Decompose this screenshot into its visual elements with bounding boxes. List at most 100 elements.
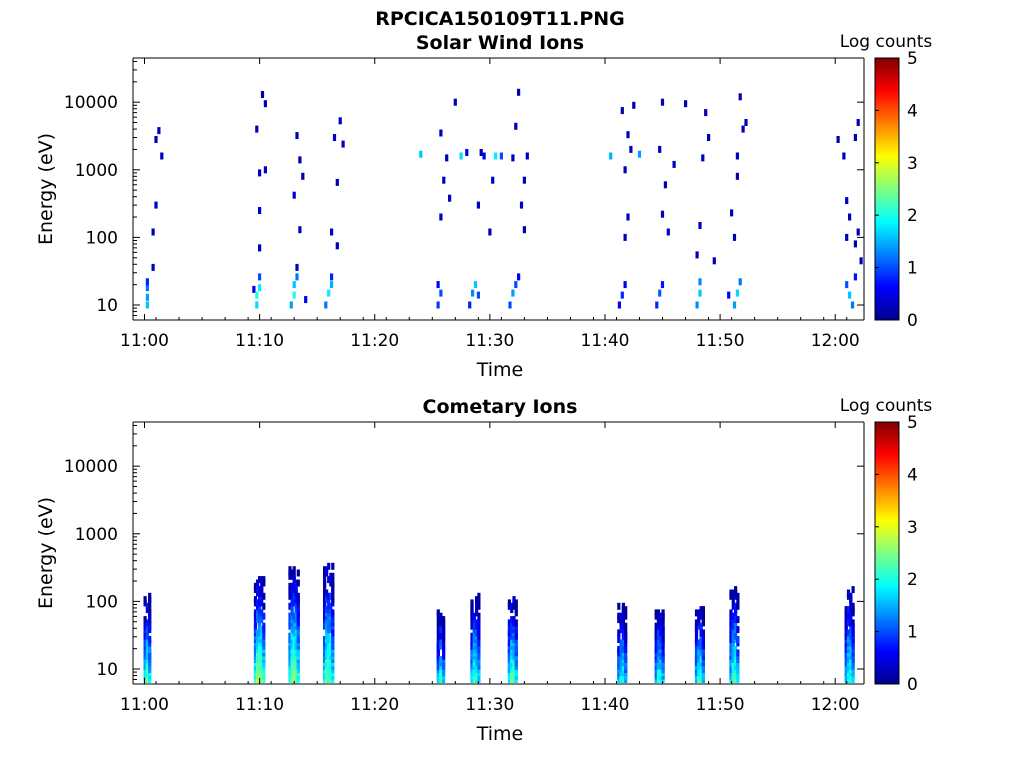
heatmap-cell: [436, 632, 440, 640]
heatmap-cell: [729, 632, 733, 640]
heatmap-cell: [151, 263, 155, 271]
heatmap-cell: [292, 291, 296, 299]
heatmap-cell: [477, 652, 481, 660]
heatmap-cell: [848, 291, 852, 299]
heatmap-cell: [846, 606, 851, 614]
heatmap-cell: [701, 629, 705, 637]
colorbar-label: Log counts: [840, 32, 933, 52]
heatmap-cell: [294, 616, 298, 624]
heatmap-cell: [325, 606, 329, 614]
y-tick-label: 10000: [64, 457, 118, 477]
heatmap-cell: [849, 649, 853, 657]
heatmap-cell: [260, 632, 264, 640]
heatmap-cell: [145, 602, 149, 610]
heatmap-cell: [439, 626, 443, 634]
heatmap-cell: [327, 642, 331, 650]
heatmap-cell: [846, 619, 851, 627]
heatmap-cell: [741, 125, 745, 133]
colorbar-tick-label: 1: [907, 623, 918, 643]
heatmap-cell: [253, 596, 258, 604]
heatmap-cell: [296, 579, 300, 587]
heatmap-cell: [288, 632, 292, 640]
panel-title: Solar Wind Ions: [416, 32, 584, 54]
heatmap-cell: [327, 562, 331, 570]
heatmap-cell: [845, 281, 849, 289]
heatmap-cell: [327, 616, 331, 624]
heatmap-cell: [848, 213, 852, 221]
heatmap-cell: [732, 233, 737, 241]
heatmap-cell: [439, 289, 443, 297]
heatmap-cell: [304, 296, 308, 304]
heatmap-cell: [624, 612, 628, 620]
y-axis-label: Energy (eV): [35, 133, 57, 245]
heatmap-cell: [477, 619, 481, 627]
heatmap-cell: [849, 592, 853, 600]
heatmap-cell: [330, 228, 334, 236]
heatmap-cell: [151, 228, 155, 236]
y-tick-label: 10: [96, 296, 118, 316]
heatmap-cell: [252, 285, 256, 293]
colorbar-tick-label: 3: [907, 154, 918, 174]
heatmap-cell: [729, 646, 733, 653]
heatmap-cell: [332, 134, 337, 141]
heatmap-cell: [341, 140, 345, 148]
heatmap-cell: [256, 599, 260, 607]
heatmap-cell: [849, 606, 853, 614]
heatmap-cell: [736, 592, 740, 600]
x-tick-label: 12:00: [811, 695, 860, 715]
heatmap-cells: [143, 562, 855, 683]
heatmap-cell: [736, 599, 740, 607]
heatmap-cell: [473, 281, 478, 289]
heatmap-cell: [672, 160, 676, 168]
heatmap-cell: [617, 629, 621, 637]
heatmap-cell: [476, 291, 480, 299]
heatmap-cell: [445, 154, 449, 162]
heatmap-cell: [148, 592, 152, 600]
heatmap-cell: [290, 599, 294, 607]
panel-title: Cometary Ions: [423, 396, 578, 418]
heatmap-cell: [510, 616, 514, 624]
heatmap-cell: [475, 596, 479, 604]
heatmap-cell: [623, 233, 627, 241]
heatmap-cell: [327, 576, 331, 584]
heatmap-cell: [258, 646, 262, 653]
heatmap-cell: [694, 619, 699, 627]
heatmap-cell: [844, 606, 848, 614]
heatmap-cell: [842, 152, 846, 160]
heatmap-cell: [736, 626, 740, 634]
heatmap-cell: [729, 619, 733, 627]
heatmap-cell: [296, 619, 300, 627]
heatmap-cell: [288, 592, 292, 600]
x-tick-label: 11:20: [350, 331, 399, 351]
x-tick-label: 11:00: [120, 331, 169, 351]
heatmap-cell: [736, 616, 740, 624]
heatmap-cell: [853, 273, 857, 281]
heatmap-cell: [849, 626, 853, 634]
heatmap-cell: [704, 109, 708, 117]
heatmap-cell: [729, 609, 733, 617]
heatmap-cell: [442, 176, 446, 184]
heatmap-cell: [335, 242, 339, 250]
heatmap-cell: [330, 273, 334, 281]
x-tick-label: 11:30: [465, 695, 514, 715]
heatmap-cell: [619, 612, 623, 620]
heatmap-cell: [507, 619, 511, 627]
heatmap-cell: [694, 609, 699, 617]
heatmap-cell: [701, 612, 705, 620]
y-tick-label: 10000: [64, 93, 118, 113]
heatmap-cell: [290, 632, 294, 640]
heatmap-cell: [258, 599, 262, 607]
heatmap-cell: [154, 136, 158, 143]
heatmap-cell: [327, 602, 331, 610]
heatmap-cell: [621, 629, 625, 637]
heatmap-cell: [157, 127, 161, 135]
heatmap-cell: [661, 609, 665, 617]
heatmap-cell: [323, 622, 327, 630]
heatmap-cell: [154, 201, 158, 209]
heatmap-cell: [659, 612, 663, 620]
heatmap-cell: [699, 656, 703, 663]
heatmap-cell: [292, 566, 296, 574]
heatmap-cell: [288, 602, 292, 610]
heatmap-cell: [145, 301, 149, 309]
heatmap-cell: [258, 576, 262, 584]
